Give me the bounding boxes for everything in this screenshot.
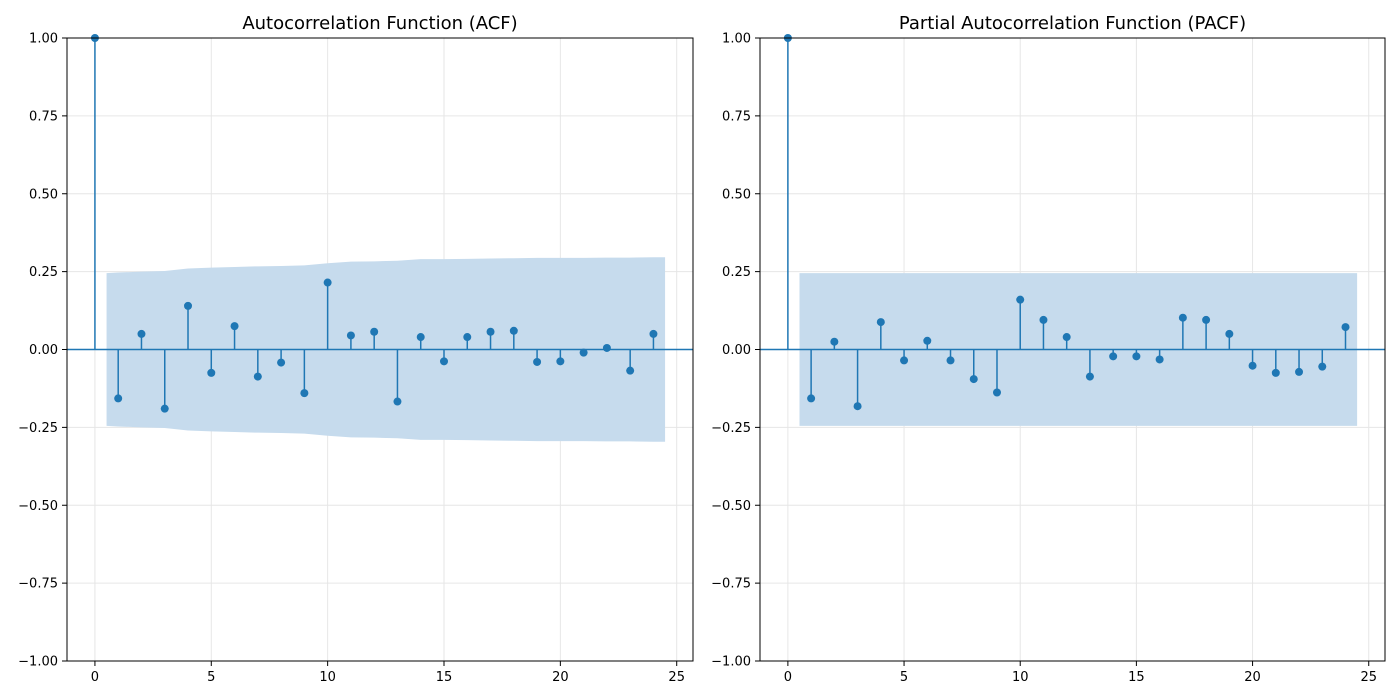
stem-marker: [184, 301, 193, 310]
x-tick-label: 25: [1360, 670, 1377, 685]
stem-marker: [1225, 329, 1234, 338]
stem-marker: [1109, 352, 1118, 361]
stem-marker: [253, 372, 262, 381]
stem-marker: [1085, 372, 1094, 381]
stem-marker: [1016, 295, 1025, 304]
stem-marker: [626, 366, 635, 375]
y-tick-label: 0.50: [29, 187, 58, 202]
x-tick-label: 5: [900, 670, 908, 685]
stem-marker: [579, 348, 588, 357]
x-tick-label: 10: [319, 670, 336, 685]
acf-panel: 0 5 10 15 20 25 −1.00 −0.75 −0.50 −0.25 0.00 0.25 0.…: [18, 13, 694, 685]
stem-marker: [393, 397, 402, 406]
stem-marker: [876, 318, 885, 327]
y-tick-label: 0.75: [29, 109, 58, 124]
y-tick-label: 0.00: [722, 343, 751, 358]
stem-marker: [323, 278, 332, 287]
y-tick-label: −0.75: [18, 577, 58, 592]
y-tick-label: −0.25: [711, 421, 751, 436]
y-tick-label: 1.00: [722, 32, 751, 47]
stem-marker: [602, 343, 611, 352]
x-tick-label: 15: [436, 670, 453, 685]
y-tick-label: −0.50: [18, 499, 58, 514]
y-tick-label: −0.75: [711, 577, 751, 592]
stem-marker: [439, 357, 448, 366]
stem-marker: [509, 326, 518, 335]
stem-marker: [486, 327, 495, 336]
stem-marker: [370, 327, 379, 336]
y-tick-label: −1.00: [711, 655, 751, 670]
stem-marker: [533, 357, 542, 366]
stem-marker: [230, 322, 239, 331]
stem-marker: [900, 356, 909, 365]
stem-marker: [137, 329, 146, 338]
chart-title: Autocorrelation Function (ACF): [242, 13, 517, 34]
stem-marker: [1178, 313, 1187, 322]
stem-marker: [207, 368, 216, 377]
x-tick-label: 10: [1012, 670, 1029, 685]
y-tick-label: 0.50: [722, 187, 751, 202]
x-tick-label: 5: [207, 670, 215, 685]
x-tick-label: 0: [784, 670, 792, 685]
stem-marker: [1318, 362, 1327, 371]
stem-marker: [300, 389, 309, 398]
x-tick-label: 25: [668, 670, 685, 685]
stem-marker: [1295, 367, 1304, 376]
y-tick-label: 0.25: [722, 265, 751, 280]
x-tick-label: 20: [552, 670, 569, 685]
stem-marker: [1155, 355, 1164, 364]
stem-marker: [992, 388, 1001, 397]
x-tick-label: 0: [91, 670, 99, 685]
stem-marker: [1062, 333, 1071, 342]
stem-marker: [277, 358, 286, 367]
y-tick-label: −0.25: [18, 421, 58, 436]
y-tick-label: 1.00: [29, 32, 58, 47]
y-tick-label: −1.00: [18, 655, 58, 670]
stem-marker: [923, 336, 932, 345]
stem-marker: [556, 357, 565, 366]
pacf-panel: 0 5 10 15 20 25 −1.00 −0.75 −0.50 −0.25 0.00 0.25 0.…: [711, 13, 1386, 685]
y-tick-label: 0.00: [29, 343, 58, 358]
stem-marker: [853, 402, 862, 411]
stem-marker: [346, 331, 355, 340]
stem-marker: [1341, 323, 1350, 332]
stem-marker: [946, 356, 955, 365]
stem-marker: [649, 329, 658, 338]
y-tick-label: 0.25: [29, 265, 58, 280]
stem-marker: [416, 333, 425, 342]
x-tick-label: 20: [1244, 670, 1261, 685]
y-tick-label: 0.75: [722, 109, 751, 124]
stem-marker: [807, 394, 816, 403]
x-tick-label: 15: [1128, 670, 1145, 685]
stem-marker: [1202, 315, 1211, 324]
stem-marker: [114, 394, 123, 403]
stem-marker: [1039, 315, 1048, 324]
stem-marker: [1271, 368, 1280, 377]
stem-marker: [1248, 361, 1257, 370]
stem-marker: [969, 375, 978, 384]
stem-marker: [1132, 352, 1141, 361]
stem-marker: [463, 333, 472, 342]
stem-marker: [160, 404, 169, 413]
chart-title: Partial Autocorrelation Function (PACF): [899, 13, 1246, 34]
stem-marker: [830, 337, 839, 346]
y-tick-label: −0.50: [711, 499, 751, 514]
